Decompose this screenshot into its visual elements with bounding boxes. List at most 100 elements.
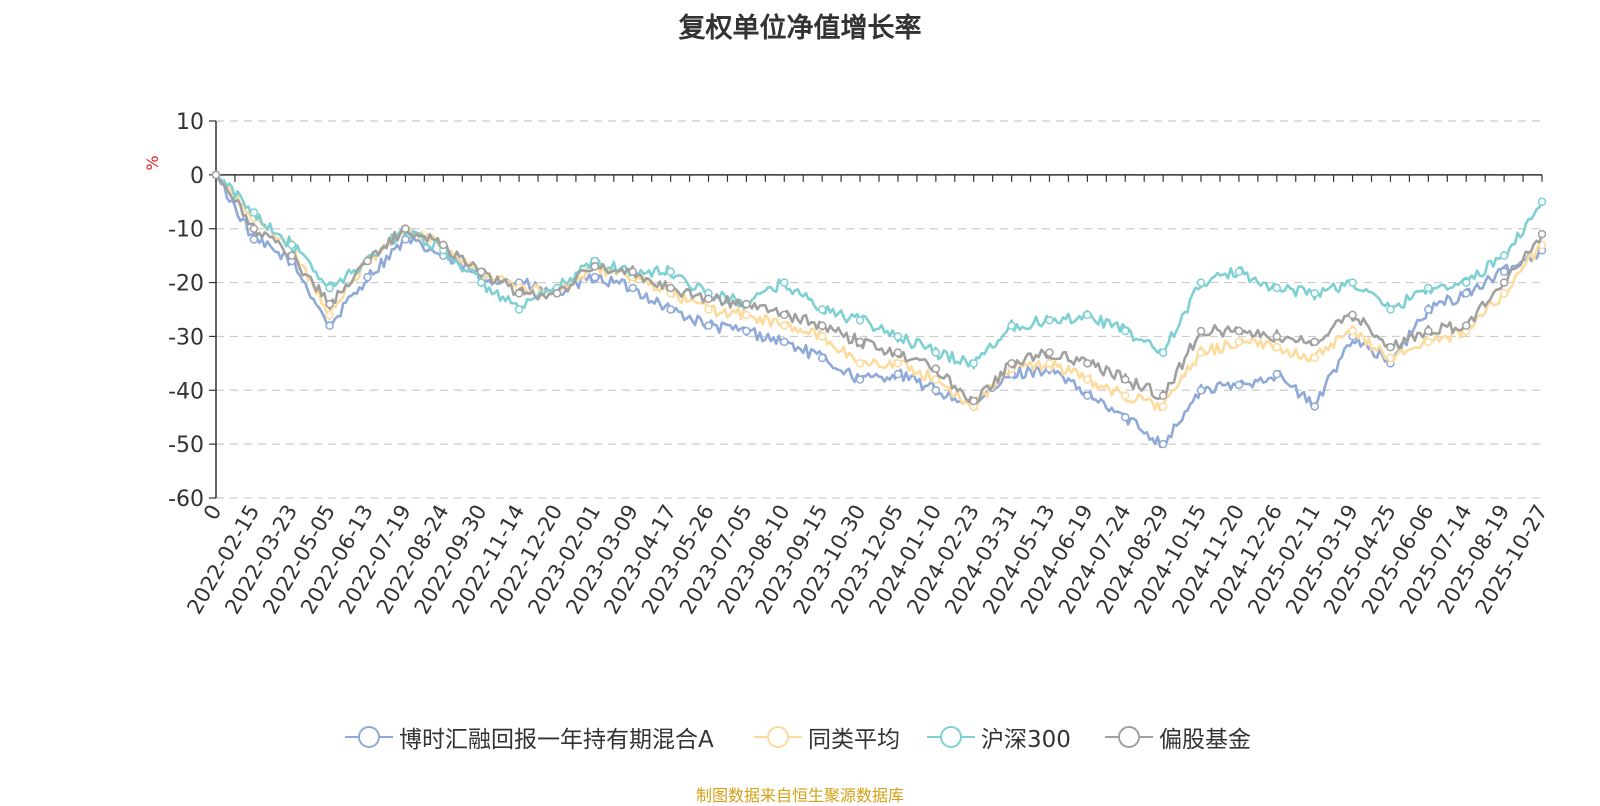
series-2-point[interactable] xyxy=(855,316,865,325)
series-2-point[interactable] xyxy=(931,348,941,357)
series-3-point[interactable] xyxy=(325,299,334,309)
legend-item-fund[interactable]: 博时汇融回报一年持有期混合A xyxy=(345,722,714,753)
series-0-point[interactable] xyxy=(249,235,259,244)
series-3-point[interactable] xyxy=(1386,342,1395,352)
series-0-point[interactable] xyxy=(1461,289,1471,298)
series-1-point[interactable] xyxy=(325,310,334,320)
series-3-point[interactable] xyxy=(1158,391,1168,400)
series-3-point[interactable] xyxy=(1310,337,1319,347)
legend-item-csi300[interactable]: 沪深300 xyxy=(927,722,1071,753)
series-2-point[interactable] xyxy=(1348,278,1357,287)
series-3-point[interactable] xyxy=(666,283,675,293)
series-2-point[interactable] xyxy=(1537,197,1547,207)
series-3-point[interactable] xyxy=(1121,375,1130,384)
series-0-point[interactable] xyxy=(628,283,637,293)
series-0-point[interactable] xyxy=(401,235,410,244)
series-2-point[interactable] xyxy=(1007,321,1016,330)
series-1-point[interactable] xyxy=(931,375,941,384)
series-2-point[interactable] xyxy=(287,240,297,250)
series-2-point[interactable] xyxy=(1158,348,1168,357)
series-2-point[interactable] xyxy=(1386,305,1395,314)
series-0-point[interactable] xyxy=(1234,380,1244,390)
series-1-point[interactable] xyxy=(1424,337,1433,347)
series-3-point[interactable] xyxy=(552,289,562,298)
series-0-point[interactable] xyxy=(325,321,334,330)
series-3-point[interactable] xyxy=(1045,348,1054,357)
series-3-point[interactable] xyxy=(287,251,297,260)
series-0-point[interactable] xyxy=(742,326,751,336)
legend-item-peer-average[interactable]: 同类平均 xyxy=(754,722,900,753)
series-3-point[interactable] xyxy=(1461,321,1471,330)
series-0-point[interactable] xyxy=(704,321,713,330)
series-1-point[interactable] xyxy=(1196,348,1206,357)
series-2-point[interactable] xyxy=(249,208,259,217)
series-1-point[interactable] xyxy=(1083,375,1092,384)
series-2-point[interactable] xyxy=(476,278,486,287)
series-3-point[interactable] xyxy=(590,262,600,271)
series-0-point[interactable] xyxy=(1424,305,1433,314)
series-3-point[interactable] xyxy=(931,364,941,373)
series-0-point[interactable] xyxy=(855,375,865,384)
series-3-point[interactable] xyxy=(780,310,789,320)
series-0-point[interactable] xyxy=(1310,402,1319,411)
series-1-point[interactable] xyxy=(855,359,865,368)
series-0-point[interactable] xyxy=(1158,439,1168,449)
series-0-point[interactable] xyxy=(817,353,827,363)
series-3-point[interactable] xyxy=(1083,359,1092,368)
series-line-0[interactable] xyxy=(214,174,1543,449)
series-3-point[interactable] xyxy=(969,396,978,406)
series-2-point[interactable] xyxy=(1461,278,1471,287)
series-0-point[interactable] xyxy=(363,272,372,282)
series-3-point[interactable] xyxy=(1424,326,1433,336)
series-2-point[interactable] xyxy=(969,359,978,368)
series-2-point[interactable] xyxy=(1310,289,1319,298)
series-1-point[interactable] xyxy=(893,359,903,368)
series-1-point[interactable] xyxy=(1121,391,1130,400)
series-3-point[interactable] xyxy=(628,267,637,277)
series-2-point[interactable] xyxy=(325,283,334,293)
series-3-point[interactable] xyxy=(1537,229,1547,239)
series-line-3[interactable] xyxy=(214,174,1544,405)
series-3-point[interactable] xyxy=(817,321,827,330)
series-2-point[interactable] xyxy=(1196,278,1206,287)
series-3-point[interactable] xyxy=(249,224,259,233)
series-0-point[interactable] xyxy=(931,386,941,395)
series-1-point[interactable] xyxy=(780,321,789,330)
series-3-point[interactable] xyxy=(1348,310,1357,320)
series-3-point[interactable] xyxy=(742,299,751,309)
series-2-point[interactable] xyxy=(1121,326,1130,336)
series-line-2[interactable] xyxy=(215,173,1544,370)
series-0-point[interactable] xyxy=(590,272,600,282)
series-0-point[interactable] xyxy=(1083,391,1092,400)
series-3-point[interactable] xyxy=(476,267,486,277)
series-1-point[interactable] xyxy=(1272,342,1282,352)
series-3-point[interactable] xyxy=(893,348,903,357)
series-1-point[interactable] xyxy=(1386,353,1395,363)
series-0-point[interactable] xyxy=(893,369,903,379)
series-1-point[interactable] xyxy=(1045,359,1054,368)
series-1-point[interactable] xyxy=(1158,402,1168,411)
series-2-point[interactable] xyxy=(780,278,789,287)
series-1-point[interactable] xyxy=(1348,326,1357,336)
series-2-point[interactable] xyxy=(893,332,903,341)
series-1-point[interactable] xyxy=(1234,337,1244,347)
series-3-point[interactable] xyxy=(211,170,221,180)
series-1-point[interactable] xyxy=(817,332,827,341)
series-2-point[interactable] xyxy=(666,267,675,277)
series-2-point[interactable] xyxy=(1045,316,1054,325)
series-3-point[interactable] xyxy=(855,337,865,347)
series-0-point[interactable] xyxy=(1499,267,1509,277)
series-2-point[interactable] xyxy=(1083,310,1092,320)
series-1-point[interactable] xyxy=(704,305,713,314)
series-3-point[interactable] xyxy=(1007,359,1016,368)
series-3-point[interactable] xyxy=(1272,332,1282,341)
series-2-point[interactable] xyxy=(1234,267,1244,277)
series-3-point[interactable] xyxy=(704,294,713,303)
series-3-point[interactable] xyxy=(401,224,410,233)
series-2-point[interactable] xyxy=(1424,283,1433,293)
series-2-point[interactable] xyxy=(1499,251,1509,260)
series-3-point[interactable] xyxy=(363,256,372,266)
series-3-point[interactable] xyxy=(1234,326,1244,336)
series-0-point[interactable] xyxy=(1272,369,1282,379)
series-3-point[interactable] xyxy=(1196,326,1206,336)
